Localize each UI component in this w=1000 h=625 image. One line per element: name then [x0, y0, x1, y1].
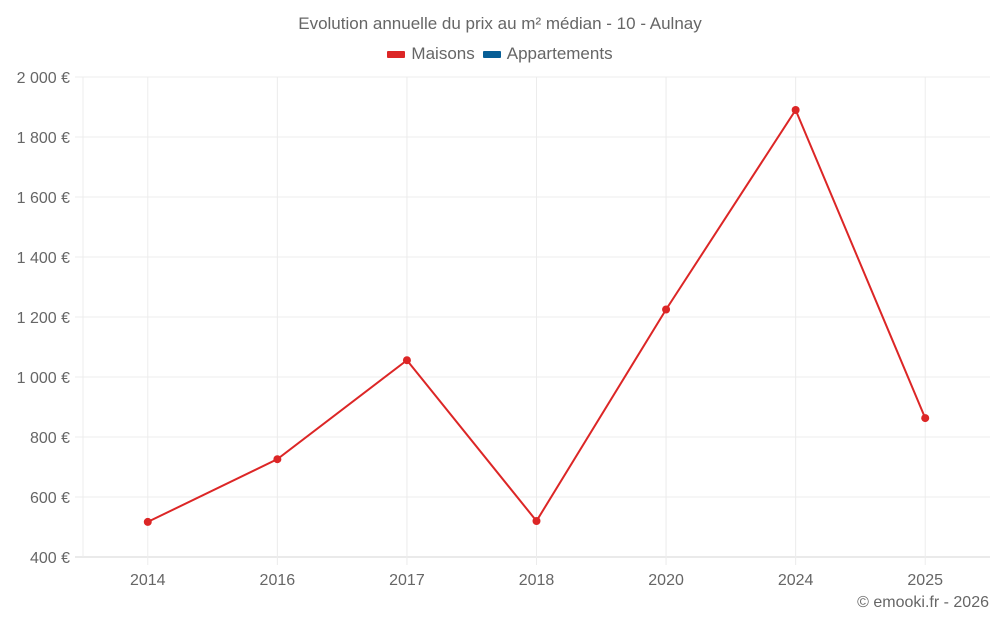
- y-tick-label: 1 600 €: [17, 190, 70, 207]
- y-tick-label: 600 €: [30, 490, 70, 507]
- data-point[interactable]: [402, 356, 411, 365]
- x-tick-label: 2016: [260, 572, 296, 589]
- y-tick-label: 800 €: [30, 430, 70, 447]
- data-point[interactable]: [662, 305, 671, 314]
- series-maisons: [143, 106, 930, 526]
- x-tick-label: 2024: [778, 572, 814, 589]
- grid-lines: [75, 76, 990, 565]
- y-axis: 400 € 600 € 800 € 1 000 € 1 200 € 1 400 € 1 60…: [17, 70, 70, 567]
- x-axis: 2014 2016 2017 2018 2020 2024 2025: [130, 572, 943, 589]
- legend-swatch-icon: [482, 50, 501, 58]
- y-tick-label: 400 €: [30, 550, 70, 567]
- credit-text: © emooki.fr - 2026: [857, 594, 989, 611]
- y-tick-label: 1 200 €: [17, 310, 70, 327]
- x-tick-label: 2014: [130, 572, 166, 589]
- data-point[interactable]: [143, 517, 152, 526]
- legend-label: Maisons: [411, 44, 475, 63]
- y-tick-label: 1 400 €: [17, 250, 70, 267]
- data-point[interactable]: [273, 455, 282, 464]
- data-point[interactable]: [791, 106, 800, 114]
- data-point[interactable]: [921, 414, 930, 423]
- legend-item-appartements[interactable]: Appartements: [482, 44, 613, 64]
- x-tick-label: 2017: [389, 572, 425, 589]
- y-tick-label: 1 000 €: [17, 370, 70, 387]
- legend-item-maisons[interactable]: Maisons: [387, 44, 475, 64]
- legend-swatch-icon: [387, 50, 406, 58]
- legend: Maisons Appartements: [0, 44, 1000, 64]
- x-tick-label: 2020: [648, 572, 684, 589]
- x-tick-label: 2025: [907, 572, 943, 589]
- legend-label: Appartements: [506, 44, 613, 63]
- data-point[interactable]: [532, 517, 541, 525]
- x-tick-label: 2018: [519, 572, 555, 589]
- y-tick-label: 1 800 €: [17, 130, 70, 147]
- y-tick-label: 2 000 €: [17, 70, 70, 87]
- chart-title: Evolution annuelle du prix au m² médian …: [298, 14, 702, 33]
